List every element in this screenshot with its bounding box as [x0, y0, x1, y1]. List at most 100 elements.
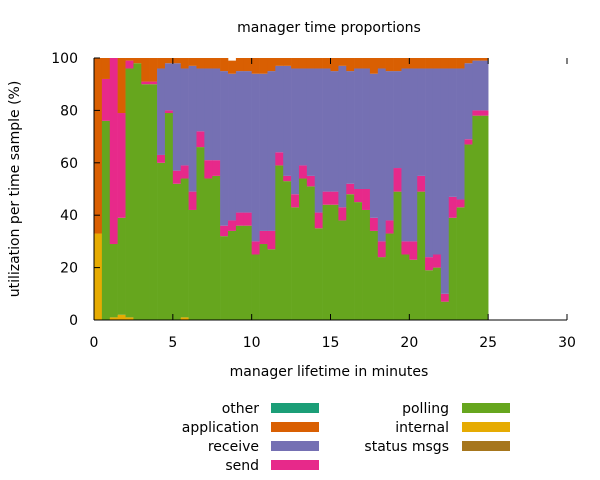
bar-segment-send-16 [220, 225, 229, 237]
bar-segment-send-7 [149, 81, 158, 85]
legend-label-receive: receive [208, 439, 259, 455]
bar-segment-send-14 [204, 160, 213, 179]
bar-segment-application-5 [133, 58, 142, 64]
bar-segment-send-28 [314, 212, 323, 229]
bar-segment-send-31 [338, 207, 347, 221]
bar-segment-polling-36 [377, 257, 386, 320]
bar-segment-send-29 [322, 191, 331, 205]
bar-segment-application-44 [440, 58, 450, 69]
bar-segment-polling-31 [338, 220, 347, 320]
bar-segment-application-35 [369, 58, 379, 74]
bar-segment-application-9 [164, 58, 174, 64]
axes: 0 5 10 15 20 25 30 0 20 40 60 80 100 [51, 51, 576, 351]
bar-segment-internal-11 [180, 317, 189, 320]
bar-segment-application-21 [259, 58, 268, 74]
bar-segment-polling-7 [149, 84, 158, 320]
legend-swatch-status-msgs [462, 441, 510, 451]
bar-segment-receive-48 [472, 60, 481, 111]
bar-segment-send-8 [157, 154, 166, 163]
x-axis-label: manager lifetime in minutes [230, 364, 429, 380]
x-tick-label: 5 [168, 335, 177, 351]
bar-segment-receive-17 [228, 73, 237, 221]
bar-segment-application-27 [306, 58, 316, 69]
x-tick-label: 25 [479, 335, 497, 351]
bar-segment-polling-49 [480, 115, 489, 320]
bar-segment-application-7 [149, 58, 158, 82]
bar-segment-receive-46 [456, 68, 465, 200]
bar-segment-send-23 [275, 152, 284, 166]
legend-label-polling: polling [402, 401, 449, 417]
bar-segment-send-27 [306, 175, 316, 187]
bar-segment-polling-19 [243, 225, 252, 320]
bar-segment-polling-16 [220, 236, 229, 320]
bar-segment-receive-11 [180, 68, 189, 166]
bar-segment-application-15 [212, 58, 221, 69]
bar-segment-application-30 [330, 58, 339, 72]
bar-segment-polling-39 [401, 254, 410, 320]
bar-segment-receive-18 [235, 71, 245, 213]
bar-segment-application-16 [220, 58, 229, 72]
bar-segment-internal-4 [125, 317, 134, 320]
bar-segment-application-8 [157, 58, 166, 69]
bar-segment-polling-13 [196, 147, 205, 320]
bar-segment-send-40 [409, 241, 418, 260]
bar-segment-send-18 [235, 212, 245, 226]
bar-segment-application-28 [314, 58, 323, 69]
bar-segment-send-3 [117, 113, 126, 218]
bar-segment-polling-48 [472, 115, 481, 320]
bar-segment-send-20 [251, 241, 260, 255]
bar-segment-send-33 [354, 189, 363, 203]
bar-segment-send-49 [480, 110, 489, 116]
bar-segment-receive-22 [267, 71, 276, 231]
legend-label-internal: internal [395, 420, 449, 436]
y-axis-label: utilization per time sample (%) [7, 81, 23, 298]
bar-segment-receive-27 [306, 68, 316, 176]
bar-segment-polling-11 [180, 178, 189, 318]
bar-segment-application-13 [196, 58, 205, 69]
bar-segment-send-4 [125, 60, 134, 69]
bar-segment-application-34 [362, 58, 371, 69]
bar-segment-internal-2 [109, 317, 118, 320]
bar-segment-send-42 [425, 257, 434, 271]
bar-segment-polling-28 [314, 228, 323, 320]
legend-swatch-application [271, 422, 319, 432]
bar-segment-polling-21 [259, 244, 268, 320]
bar-segment-receive-35 [369, 73, 379, 218]
bar-segment-receive-32 [346, 71, 355, 184]
bar-segment-polling-35 [369, 230, 379, 320]
bar-segment-send-38 [393, 168, 402, 192]
bar-segment-receive-47 [464, 63, 473, 140]
x-tick-label: 0 [90, 335, 99, 351]
bar-segment-polling-20 [251, 254, 260, 320]
bar-segment-application-17 [228, 60, 237, 74]
bar-segment-polling-10 [172, 183, 182, 320]
bar-segment-application-24 [283, 58, 292, 66]
bar-segment-send-32 [346, 183, 355, 195]
bar-segment-receive-28 [314, 68, 323, 213]
bar-segment-receive-21 [259, 73, 268, 231]
y-tick-label: 60 [60, 156, 78, 172]
bar-segment-application-33 [354, 58, 363, 69]
bar-segment-polling-42 [425, 270, 434, 320]
bar-segment-application-0 [94, 58, 103, 234]
bar-segment-internal-3 [117, 314, 126, 320]
bar-segment-send-24 [283, 175, 292, 182]
bar-segment-polling-8 [157, 162, 166, 320]
bar-segment-receive-31 [338, 65, 347, 208]
bar-segment-application-42 [425, 58, 434, 69]
bar-segment-application-26 [298, 58, 308, 69]
bar-segment-send-46 [456, 199, 465, 208]
x-tick-label: 10 [243, 335, 261, 351]
bar-segment-send-2 [109, 58, 118, 245]
bar-segment-polling-34 [362, 209, 371, 320]
bar-segment-send-22 [267, 230, 276, 250]
bar-segment-receive-9 [164, 63, 174, 111]
bar-segment-receive-40 [409, 68, 418, 242]
bar-segment-polling-46 [456, 207, 465, 320]
bar-segment-application-46 [456, 58, 465, 69]
bar-segment-receive-20 [251, 73, 260, 242]
bar-segment-receive-10 [172, 63, 182, 171]
chart-title: manager time proportions [237, 20, 421, 36]
bar-segment-application-3 [117, 58, 126, 114]
